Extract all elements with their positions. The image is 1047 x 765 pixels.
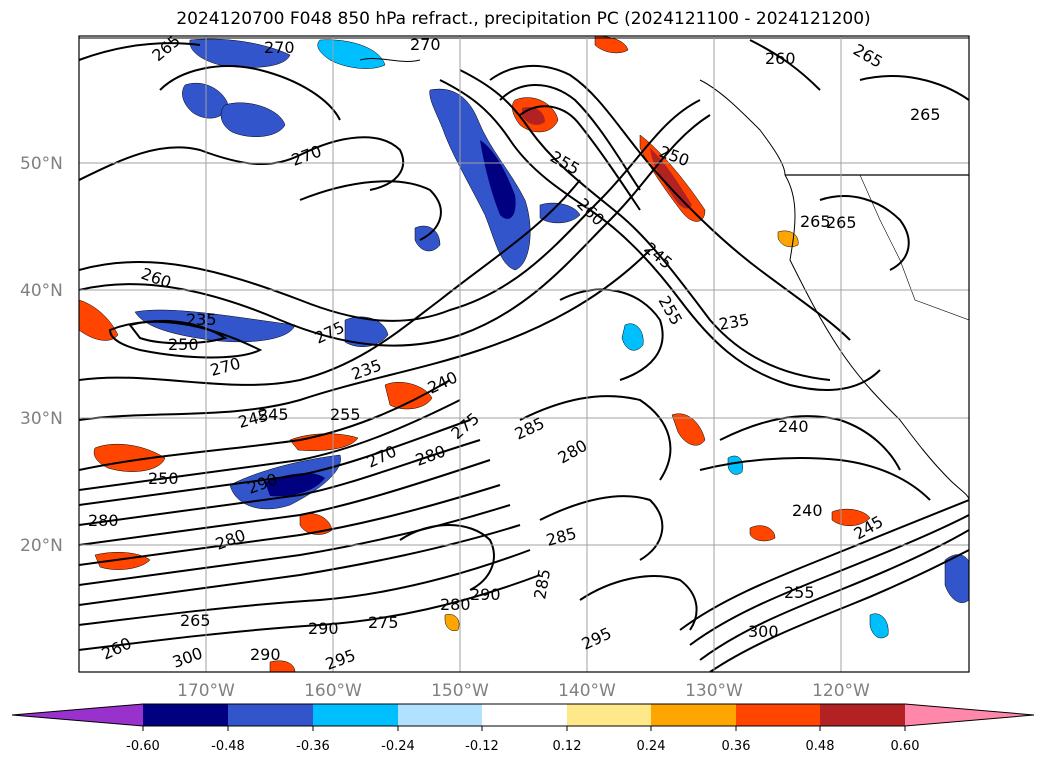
lon-label: 160°W bbox=[304, 681, 362, 701]
lon-label: 140°W bbox=[558, 681, 616, 701]
colorbar-segment bbox=[398, 704, 482, 726]
graticule bbox=[79, 36, 969, 672]
colorbar-tick-label: 0.60 bbox=[891, 739, 920, 754]
contour-label: 280 bbox=[88, 511, 119, 530]
colorbar-segment bbox=[820, 704, 905, 726]
contour-label: 265 bbox=[800, 212, 831, 231]
lon-label: 130°W bbox=[685, 681, 743, 701]
contour-label: 290 bbox=[308, 619, 339, 638]
colorbar-tick-label: -0.24 bbox=[381, 739, 415, 754]
contour-label: 240 bbox=[792, 501, 823, 520]
contour-label: 280 bbox=[440, 595, 471, 614]
colorbar-tick-label: 0.12 bbox=[553, 739, 582, 754]
contour-label: 255 bbox=[330, 405, 361, 424]
contour-label: 260 bbox=[765, 49, 796, 68]
longitude-labels: 170°W 160°W 150°W 140°W 130°W 120°W bbox=[177, 681, 870, 701]
lon-label: 150°W bbox=[431, 681, 489, 701]
colorbar-segment bbox=[482, 704, 567, 726]
contour-label: 265 bbox=[180, 611, 211, 630]
colorbar-ticks bbox=[142, 726, 906, 731]
colorbar-tick-label: 0.24 bbox=[637, 739, 666, 754]
refractivity-contours bbox=[79, 39, 969, 672]
map-title: 2024120700 F048 850 hPa refract., precip… bbox=[176, 9, 871, 29]
colorbar-extend-high bbox=[905, 704, 1034, 726]
lat-label: 40°N bbox=[20, 281, 63, 301]
colorbar-segment bbox=[228, 704, 313, 726]
colorbar: -0.60 -0.48 -0.36 -0.24 -0.12 0.12 0.24 … bbox=[11, 703, 1035, 754]
colorbar-tick-label: -0.60 bbox=[126, 739, 160, 754]
contour-label: 275 bbox=[368, 613, 399, 632]
contour-label: 265 bbox=[826, 213, 857, 232]
contour-label: 270 bbox=[264, 38, 295, 57]
contour-label: 255 bbox=[784, 583, 815, 602]
contour-label: 270 bbox=[410, 35, 441, 54]
lon-label: 170°W bbox=[177, 681, 235, 701]
contour-label: 300 bbox=[748, 622, 779, 641]
lon-label: 120°W bbox=[812, 681, 870, 701]
contour-label: 245 bbox=[258, 405, 289, 424]
contour-label: 250 bbox=[148, 469, 179, 488]
colorbar-segment bbox=[736, 704, 820, 726]
contour-label: 290 bbox=[250, 645, 281, 664]
map-background bbox=[79, 36, 969, 672]
contour-label: 265 bbox=[910, 105, 941, 124]
lat-label: 50°N bbox=[20, 154, 63, 174]
colorbar-tick-label: 0.48 bbox=[806, 739, 835, 754]
colorbar-extend-low bbox=[12, 704, 143, 726]
contour-label: 240 bbox=[778, 417, 809, 436]
colorbar-segment bbox=[143, 704, 228, 726]
contour-label: 290 bbox=[470, 585, 501, 604]
colorbar-tick-label: 0.36 bbox=[722, 739, 751, 754]
coastlines bbox=[79, 37, 969, 501]
colorbar-labels: -0.60 -0.48 -0.36 -0.24 -0.12 0.12 0.24 … bbox=[126, 739, 919, 754]
colorbar-segment bbox=[313, 704, 398, 726]
lat-label: 30°N bbox=[20, 409, 63, 429]
contour-label: 250 bbox=[168, 335, 199, 354]
lat-label: 20°N bbox=[20, 536, 63, 556]
contour-label: 235 bbox=[186, 310, 217, 329]
colorbar-segment bbox=[567, 704, 651, 726]
map-frame bbox=[78, 35, 970, 673]
colorbar-tick-label: -0.36 bbox=[296, 739, 330, 754]
colorbar-segment bbox=[651, 704, 736, 726]
colorbar-tick-label: -0.48 bbox=[211, 739, 245, 754]
latitude-labels: 50°N 40°N 30°N 20°N bbox=[20, 154, 63, 556]
colorbar-tick-label: -0.12 bbox=[465, 739, 499, 754]
contour-labels: 265 270 270 260 265 265 270 250 255 245 … bbox=[88, 35, 941, 672]
